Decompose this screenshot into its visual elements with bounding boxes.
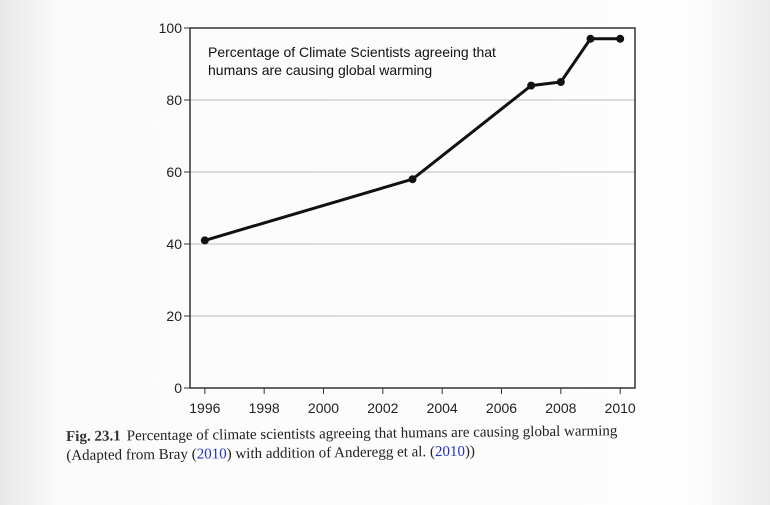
data-point [586,34,595,43]
x-tick-label: 2004 [427,400,458,416]
chart-title-line-1: Percentage of Climate Scientists agreein… [208,44,496,60]
citation-link-bray[interactable]: 2010 [196,446,227,463]
x-tick-label: 1996 [189,400,220,416]
x-tick-label: 2000 [308,400,339,416]
x-tick-label: 2008 [545,400,576,416]
data-point [200,236,209,245]
data-point [556,78,565,86]
data-point [408,175,417,184]
caption-label: Fig. 23.1 [66,428,121,445]
x-axis: 1996 1998 2000 2002 2004 2006 2008 2010 [189,388,636,416]
grid [190,99,635,317]
y-tick-label: 0 [174,380,182,396]
y-tick-label: 40 [166,236,182,252]
x-tick-label: 2010 [605,400,636,416]
caption-text-c: )) [464,443,476,460]
y-tick-label: 20 [166,308,182,324]
y-tick-label: 60 [166,164,182,180]
x-tick-label: 2002 [367,400,398,416]
chart-title-line-2: humans are causing global warming [208,62,432,78]
caption-line-1: Percentage of climate scientists agreein… [126,423,618,445]
x-tick-label: 2006 [486,400,517,416]
y-tick-label: 80 [166,92,182,108]
figure-caption: Fig. 23.1 Percentage of climate scientist… [66,421,726,466]
caption-text-b: ) with addition of Anderegg et al. ( [226,444,436,463]
data-points [200,34,625,245]
series-line [204,37,621,242]
plot-frame [189,27,636,389]
caption-text-a: (Adapted from Bray ( [66,446,197,464]
data-point [527,81,536,90]
citation-link-anderegg[interactable]: 2010 [434,443,466,461]
y-tick-label: 100 [159,20,183,36]
y-axis: 0 20 40 60 80 100 [159,20,190,396]
x-tick-label: 1998 [249,400,280,416]
data-point [616,34,625,43]
